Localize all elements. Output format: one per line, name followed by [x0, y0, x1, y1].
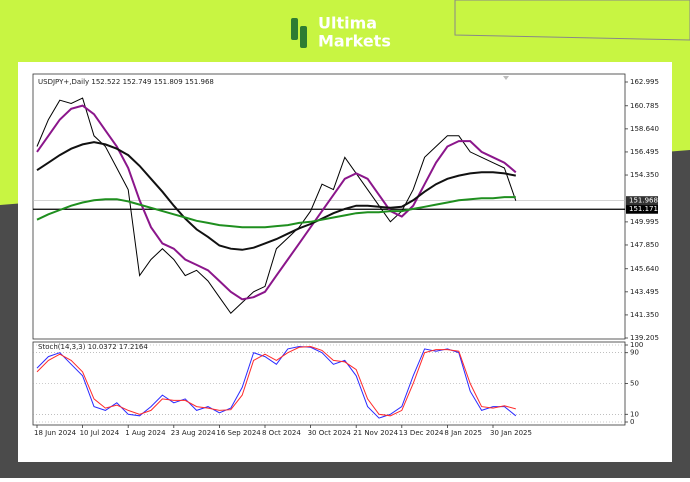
logo-icon [300, 26, 307, 48]
x-tick-label: 8 Jan 2025 [444, 429, 482, 437]
y-tick-label: 90 [630, 349, 639, 357]
shift-marker [503, 76, 509, 80]
level-label: 151.171 [629, 205, 658, 213]
y-tick-label: 160.785 [630, 102, 659, 110]
logo: Ultima Markets [291, 14, 391, 51]
x-tick-label: 10 Jul 2024 [80, 429, 120, 437]
y-tick-label: 10 [630, 410, 639, 418]
chart-card [18, 62, 672, 462]
y-tick-label: 154.350 [630, 171, 659, 179]
y-tick-label: 139.205 [630, 334, 659, 342]
y-tick-label: 158.640 [630, 125, 659, 133]
price-label-bg [626, 196, 658, 206]
main-panel [32, 73, 626, 340]
x-tick-label: 13 Dec 2024 [399, 429, 444, 437]
decor-lines [454, 0, 690, 41]
x-tick-label: 23 Aug 2024 [171, 429, 216, 437]
y-tick-label: 50 [630, 380, 639, 388]
series-line [36, 141, 516, 251]
x-tick-label: 16 Sep 2024 [216, 429, 261, 437]
y-tick-label: 141.350 [630, 311, 659, 319]
series-line [36, 345, 516, 417]
y-tick-label: 149.995 [630, 218, 659, 226]
x-tick-label: 30 Oct 2024 [308, 429, 352, 437]
x-tick-label: 21 Nov 2024 [353, 429, 398, 437]
logo-icon [291, 18, 298, 40]
logo-text: Markets [318, 32, 391, 51]
x-tick-label: 8 Oct 2024 [262, 429, 301, 437]
series-line [36, 97, 517, 315]
y-tick-label: 147.850 [630, 241, 659, 249]
y-tick-label: 162.995 [630, 78, 659, 86]
level-label-bg [626, 204, 658, 214]
y-tick-label: 0 [630, 418, 634, 426]
x-tick-label: 30 Jan 2025 [490, 429, 532, 437]
x-tick-label: 1 Aug 2024 [125, 429, 166, 437]
y-tick-label: 100 [630, 341, 643, 349]
y-tick-label: 156.495 [630, 148, 659, 156]
logo-text: Ultima [318, 14, 377, 33]
y-tick-label: 143.495 [630, 288, 659, 296]
indicator-header: Stoch(14,3,3) 10.0372 17.2164 [38, 343, 148, 351]
series-line [36, 104, 517, 301]
price-label: 151.968 [629, 197, 658, 205]
y-tick-label: 145.640 [630, 265, 659, 273]
series-line [36, 196, 516, 229]
x-tick-label: 18 Jun 2024 [34, 429, 77, 437]
series-line [36, 345, 517, 419]
chart-header: USDJPY+,Daily 152.522 152.749 151.809 15… [38, 78, 214, 86]
